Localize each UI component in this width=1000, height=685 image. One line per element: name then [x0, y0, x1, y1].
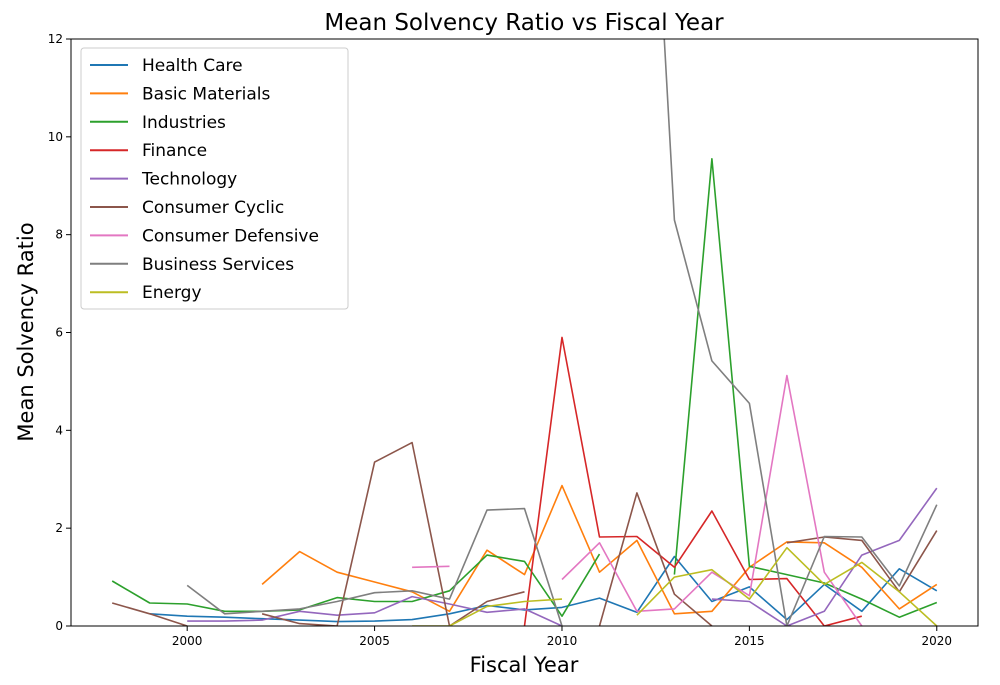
legend-label: Basic Materials [142, 84, 270, 104]
legend-label: Technology [141, 170, 237, 190]
legend-item: Consumer Cyclic [90, 198, 284, 218]
legend-label: Energy [142, 283, 202, 303]
x-tick-label: 2010 [547, 634, 578, 648]
legend-item: Business Services [90, 255, 294, 275]
legend-item: Health Care [90, 56, 243, 76]
series-7 [186, 39, 938, 626]
series-line [598, 492, 713, 626]
legend-label: Consumer Cyclic [142, 198, 284, 218]
series-line [412, 565, 450, 569]
x-tick-label: 2005 [359, 634, 390, 648]
x-tick-label: 2015 [734, 634, 765, 648]
series-line [561, 374, 863, 626]
series-5 [111, 441, 938, 626]
chart-title: Mean Solvency Ratio vs Fiscal Year [324, 10, 724, 36]
series-line [187, 595, 563, 626]
series-line [673, 158, 938, 619]
y-axis: 0 2 4 6 8 10 12 [48, 32, 71, 633]
series-layer [111, 39, 938, 626]
y-tick-label: 4 [55, 423, 63, 437]
y-tick-label: 2 [55, 521, 63, 535]
y-tick-label: 12 [48, 32, 63, 46]
legend-item: Finance [90, 141, 207, 161]
series-3 [523, 336, 863, 626]
legend-label: Health Care [142, 56, 243, 76]
series-1 [261, 484, 938, 615]
legend: Health Care Basic Materials Industries Fina… [80, 47, 349, 310]
y-tick-label: 6 [55, 326, 63, 340]
x-axis: 2000 2005 2010 2015 2020 [172, 626, 952, 648]
series-line [786, 530, 938, 593]
x-tick-label: 2000 [172, 634, 203, 648]
series-line [186, 507, 563, 626]
legend-item: Consumer Defensive [90, 226, 319, 246]
y-axis-label: Mean Solvency Ratio [14, 222, 38, 441]
x-tick-label: 2020 [921, 634, 952, 648]
y-tick-label: 8 [55, 228, 63, 242]
series-2 [111, 158, 938, 619]
series-line [636, 546, 938, 626]
series-line [111, 553, 601, 618]
series-line [111, 602, 188, 626]
legend-label: Industries [142, 113, 226, 133]
series-line [412, 598, 563, 626]
series-line [261, 484, 938, 615]
series-line [523, 336, 863, 626]
legend-item: Basic Materials [90, 84, 270, 104]
legend-label: Consumer Defensive [142, 226, 319, 246]
legend-label: Finance [142, 141, 207, 161]
series-line [261, 441, 525, 626]
y-tick-label: 10 [48, 130, 63, 144]
legend-item: Energy [90, 283, 202, 303]
y-tick-label: 0 [55, 619, 63, 633]
legend-item: Industries [90, 113, 226, 133]
x-axis-label: Fiscal Year [470, 653, 579, 677]
series-line [711, 487, 938, 626]
legend-label: Business Services [142, 255, 294, 275]
legend-item: Technology [90, 170, 237, 190]
series-line [663, 39, 938, 626]
series-8 [412, 546, 938, 626]
legend-frame [80, 47, 349, 310]
series-6 [412, 374, 863, 626]
series-4 [187, 487, 938, 626]
